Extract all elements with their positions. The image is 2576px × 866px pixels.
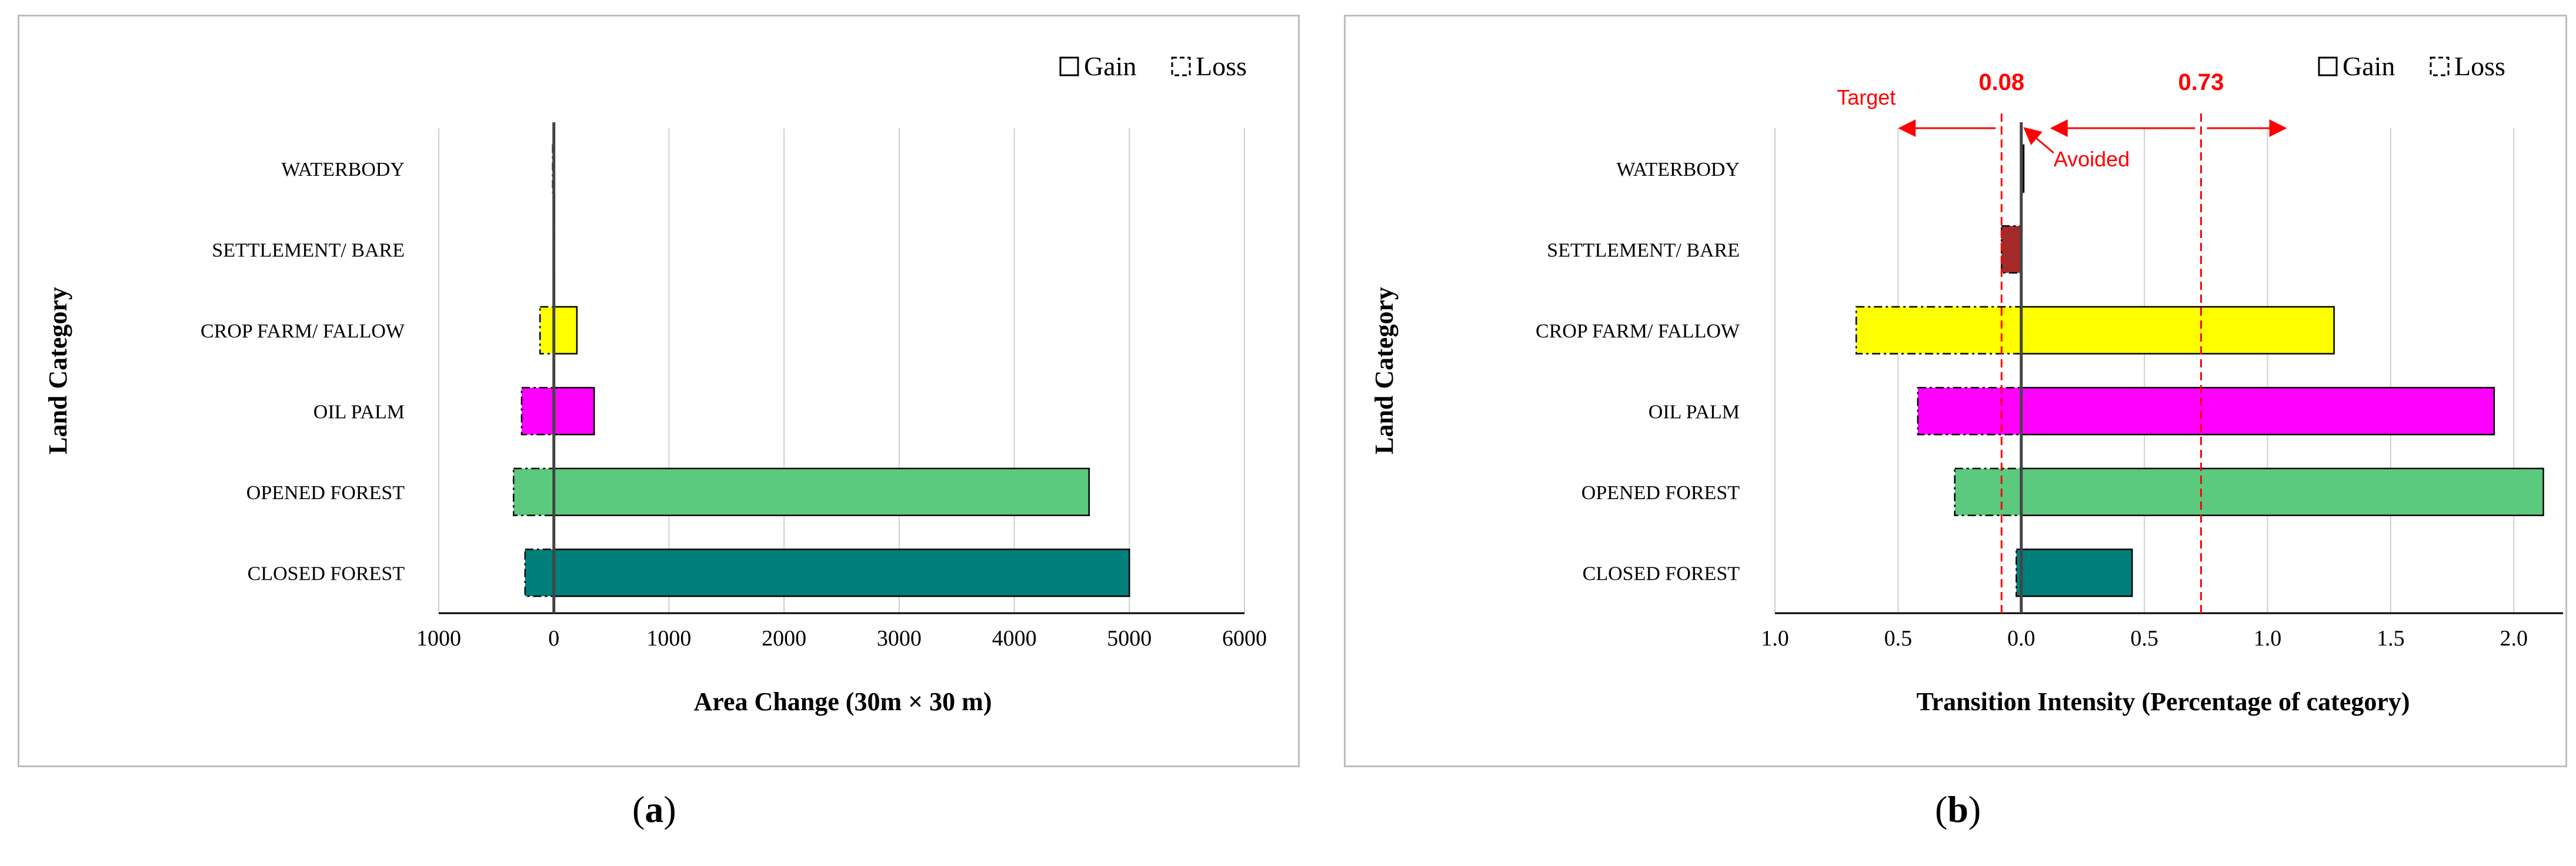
chart-a-x-tick-label: 2000 — [762, 626, 806, 651]
chart-b-category-label: OIL PALM — [1649, 401, 1740, 423]
chart-a-category-label: CROP FARM/ FALLOW — [201, 320, 405, 342]
chart-b-category-label: SETTLEMENT/ BARE — [1547, 239, 1740, 261]
chart-a-x-tick-label: 1000 — [416, 626, 461, 651]
chart-b-avoided-arrow — [2023, 127, 2054, 154]
chart-a-bar-gain — [553, 467, 1090, 516]
chart-b-legend-label-gain: Gain — [2343, 51, 2395, 81]
chart-a-legend-label-loss: Loss — [1196, 51, 1247, 81]
chart-b-x-axis-title: Transition Intensity (Percentage of cate… — [1916, 687, 2410, 716]
chart-a-y-axis-title: Land Category — [44, 287, 72, 454]
chart-b-x-tick-label: 1.0 — [2254, 626, 2282, 651]
chart-b-bar-gain — [2020, 549, 2133, 597]
chart-b-uniform-value-label: 0.73 — [2178, 69, 2224, 95]
chart-a-category-label: SETTLEMENT/ BARE — [212, 239, 405, 261]
chart-a-legend-swatch-gain — [1059, 56, 1079, 76]
chart-b-target-label: Target — [1837, 85, 1896, 109]
chart-b-bar-loss — [1855, 306, 2022, 355]
chart-b-bar-gain — [2020, 387, 2495, 436]
chart-a-legend-label-gain: Gain — [1084, 51, 1136, 81]
chart-a-bar-loss — [539, 306, 555, 355]
chart-a-category-label: OPENED FOREST — [246, 482, 405, 504]
chart-b-bar-gain — [2020, 306, 2335, 355]
chart-a-bar-loss — [524, 549, 555, 597]
panel-label-b-close: ) — [1968, 788, 1981, 830]
chart-b-legend-label-loss: Loss — [2454, 51, 2505, 81]
panel-label-a-open: ( — [632, 788, 645, 830]
chart-b-uniform-value-label: 0.08 — [1978, 69, 2024, 95]
chart-a-x-tick-label: 3000 — [877, 626, 922, 651]
chart-b-x-tick-label: 1.0 — [1761, 626, 1789, 651]
chart-b-y-axis-title: Land Category — [1370, 287, 1399, 454]
chart-b-x-tick-label: 0.0 — [2007, 626, 2036, 651]
chart-a-category-label: WATERBODY — [281, 159, 405, 180]
chart-b-bar-loss — [2016, 549, 2022, 597]
chart-a-x-tick-label: 5000 — [1107, 626, 1152, 651]
panel-label-a-letter: a — [645, 788, 664, 830]
chart-b-svg: CLOSED FOREST OPENED FOREST OIL PALM CROP F… — [1370, 51, 2563, 716]
chart-b-x-tick-label: 1.5 — [2377, 626, 2405, 651]
chart-panel-b: CLOSED FOREST OPENED FOREST OIL PALM CROP F… — [1344, 15, 2567, 767]
chart-a-x-tick-label: 4000 — [992, 626, 1037, 651]
chart-a-x-axis-title: Area Change (30m × 30 m) — [694, 687, 992, 716]
chart-b-x-tick-label: 2.0 — [2500, 626, 2528, 651]
chart-a-category-label: CLOSED FOREST — [248, 563, 405, 584]
panel-label-a-close: ) — [663, 788, 676, 830]
chart-a-svg: CLOSED FOREST OPENED FOREST OIL PALM CROP F… — [44, 51, 1267, 716]
chart-panel-a: CLOSED FOREST OPENED FOREST OIL PALM CROP F… — [18, 15, 1300, 767]
chart-a-x-tick-label: 0 — [548, 626, 559, 651]
chart-b-avoided-label: Avoided — [2054, 147, 2130, 171]
panel-label-a: (a) — [632, 788, 676, 831]
chart-b-category-label: OPENED FOREST — [1581, 482, 1740, 504]
chart-b-legend-swatch-loss — [2430, 56, 2450, 76]
chart-b-bar-gain — [2020, 467, 2544, 516]
chart-a-legend-swatch-loss — [1171, 56, 1191, 76]
chart-a-bar-gain — [553, 549, 1130, 597]
chart-b-bar-loss — [1917, 387, 2022, 436]
panel-label-b-open: ( — [1935, 788, 1948, 830]
chart-b-category-label: CLOSED FOREST — [1583, 563, 1740, 584]
chart-b-x-tick-label: 0.5 — [1884, 626, 1913, 651]
chart-b-category-label: CROP FARM/ FALLOW — [1536, 320, 1740, 342]
chart-a-bar-loss — [512, 467, 555, 516]
chart-b-bar-loss — [2001, 225, 2022, 274]
chart-a-bar-gain — [553, 387, 595, 436]
chart-a-bar-loss — [520, 387, 555, 436]
panel-label-b: (b) — [1935, 788, 1981, 831]
chart-a-bar-gain — [553, 306, 578, 355]
chart-a-x-tick-label: 1000 — [646, 626, 691, 651]
chart-b-category-label: WATERBODY — [1616, 159, 1740, 180]
panel-label-b-letter: b — [1947, 788, 1968, 830]
chart-a-category-label: OIL PALM — [313, 401, 405, 423]
chart-a-x-tick-label: 6000 — [1222, 626, 1267, 651]
chart-b-bar-loss — [1954, 467, 2022, 516]
chart-b-legend-swatch-gain — [2318, 56, 2338, 76]
chart-b-x-tick-label: 0.5 — [2130, 626, 2158, 651]
